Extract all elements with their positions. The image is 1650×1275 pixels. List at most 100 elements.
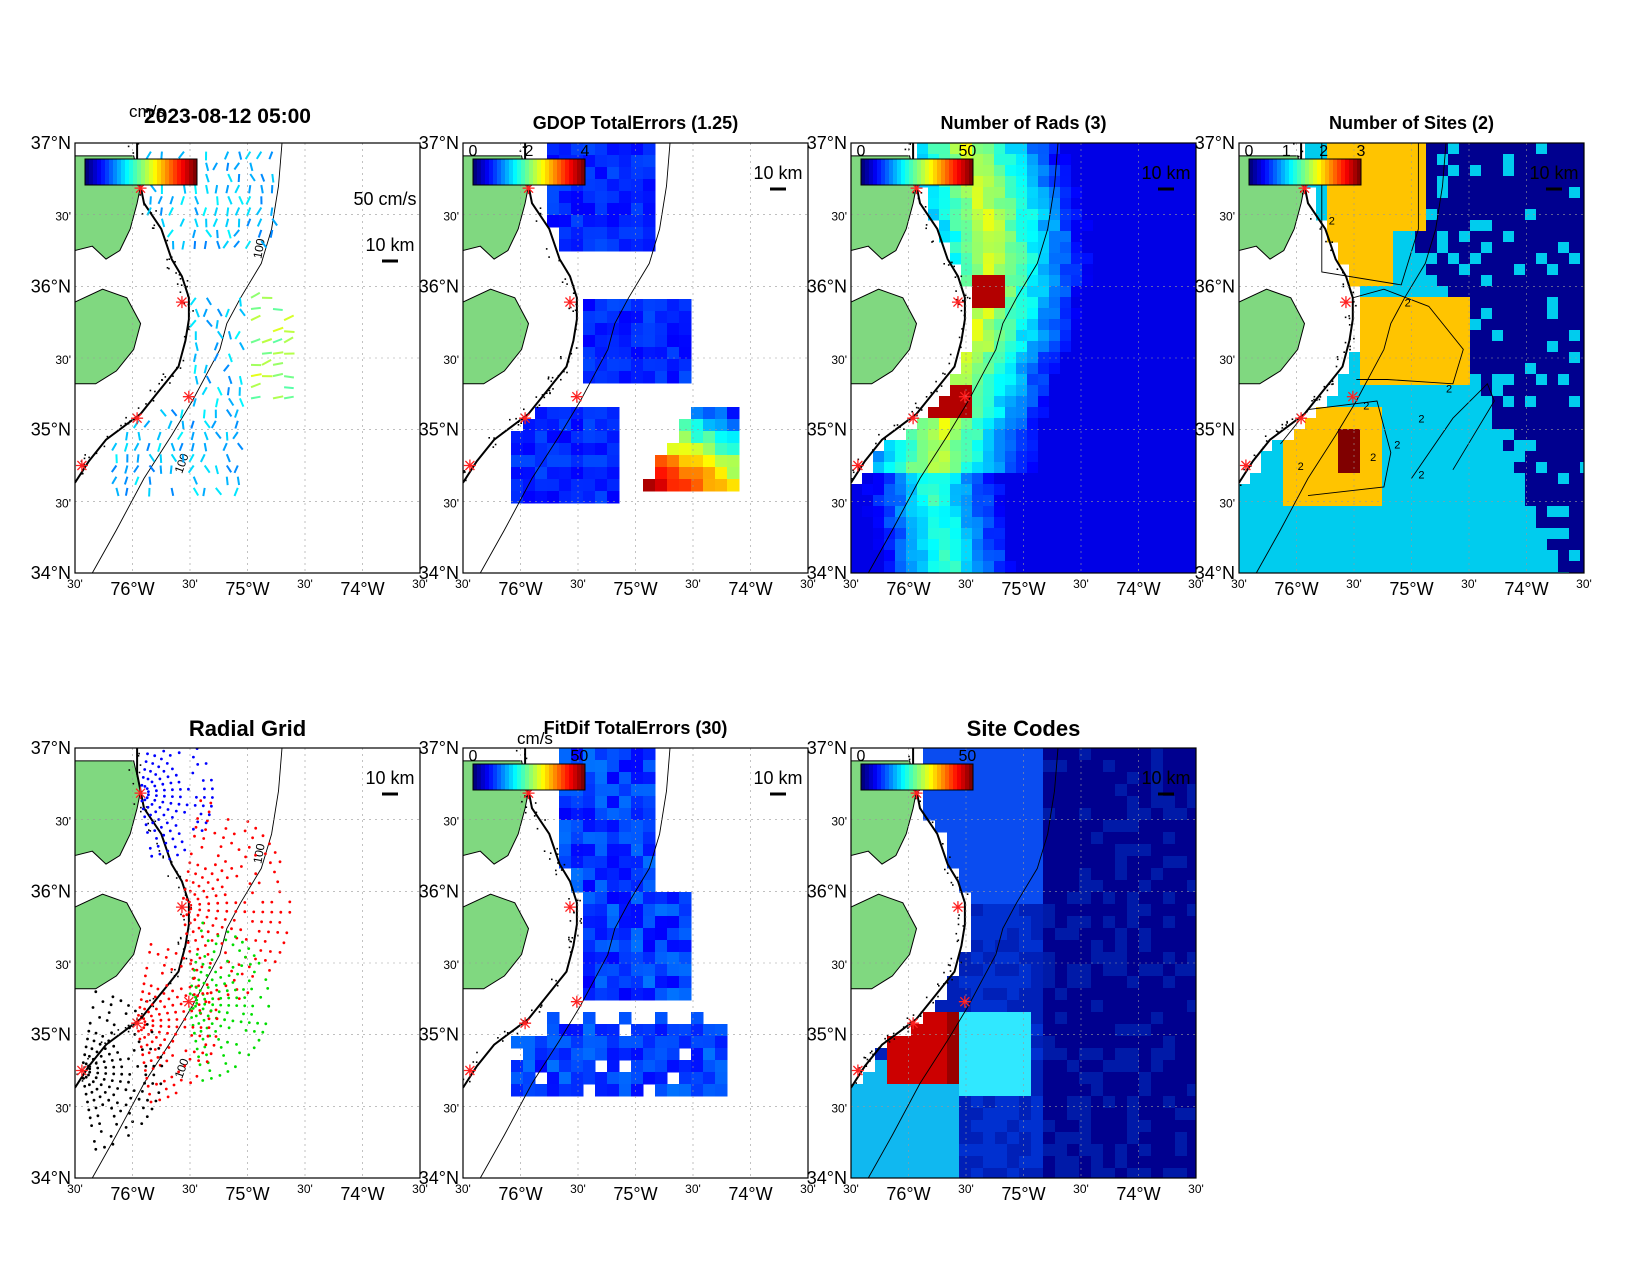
nrads-cell — [1104, 440, 1116, 452]
nsites-cell — [1437, 308, 1449, 320]
nrads-cell — [1115, 198, 1127, 210]
radial-grid-point — [244, 955, 247, 959]
radial-grid-point — [158, 806, 162, 809]
fitdif-cell — [595, 760, 608, 773]
nrads-cell — [994, 385, 1006, 397]
current-vector — [284, 330, 295, 333]
radial-grid-point — [169, 781, 173, 785]
radial-grid-point — [198, 1011, 202, 1015]
nrads-cell — [983, 484, 995, 496]
radial-grid-point — [266, 987, 270, 990]
radial-grid-point — [139, 998, 143, 1001]
sitecode-cell — [995, 868, 1008, 881]
sitecode-cell — [1031, 1120, 1044, 1133]
lon-tick-label: 75°W — [1389, 579, 1433, 599]
nrads-cell — [1104, 418, 1116, 430]
fitdif-cell — [679, 1024, 692, 1037]
sitecode-cell — [1127, 892, 1140, 905]
nsites-cell — [1437, 572, 1449, 573]
nsites-cell — [1459, 286, 1471, 298]
colorbar-swatch — [485, 764, 490, 790]
nrads-cell — [1038, 462, 1050, 474]
nsites-cell — [1360, 319, 1372, 331]
island-dot — [1335, 365, 1338, 368]
radial-grid-point — [151, 821, 155, 825]
current-vector — [260, 240, 268, 249]
nrads-cell — [1060, 209, 1072, 221]
nrads-cell — [1016, 231, 1028, 243]
sitecode-cell — [971, 1036, 984, 1049]
nrads-cell — [1115, 264, 1127, 276]
nsites-cell — [1503, 176, 1515, 188]
radial-grid-point — [269, 920, 273, 924]
sitecode-cell — [1091, 940, 1104, 953]
sitecode-cell — [1103, 1144, 1116, 1157]
sitecode-cell — [911, 1060, 924, 1073]
nrads-cell — [1170, 198, 1182, 210]
gdop-cell — [523, 443, 536, 456]
nsites-cell — [1437, 231, 1449, 243]
sitecode-cell — [875, 1120, 888, 1133]
colorbar-swatch — [497, 764, 502, 790]
radial-grid-point — [226, 1040, 229, 1044]
gdop-cell — [535, 443, 548, 456]
nsites-cell — [1481, 330, 1493, 342]
nsites-cell — [1514, 418, 1526, 430]
nrads-cell — [1170, 451, 1182, 463]
island-dot — [1323, 385, 1326, 388]
nrads-cell — [972, 374, 984, 386]
lon-tick-label: 30' — [455, 577, 471, 591]
radial-grid-point — [132, 1089, 136, 1092]
nsites-cell — [1404, 264, 1416, 276]
current-vector — [178, 150, 185, 159]
nrads-cell — [1104, 451, 1116, 463]
nrads-cell — [1016, 451, 1028, 463]
sitecode-cell — [1115, 1120, 1128, 1133]
radar-site-marker — [182, 390, 195, 403]
nrads-cell — [1126, 198, 1138, 210]
radial-grid-point — [177, 802, 181, 806]
current-vector — [143, 420, 151, 428]
nrads-cell — [1104, 187, 1116, 199]
radial-grid-point — [111, 1142, 115, 1146]
nsites-cell — [1349, 539, 1361, 551]
sitecode-cell — [1103, 928, 1116, 941]
radial-grid-point — [198, 1009, 202, 1012]
lat-tick-label: 30' — [55, 815, 71, 829]
nrads-cell — [1082, 550, 1094, 562]
radial-grid-point — [257, 929, 261, 933]
nrads-cell — [1082, 385, 1094, 397]
nrads-cell — [1137, 561, 1149, 573]
nsites-cell — [1569, 517, 1581, 529]
nrads-cell — [983, 154, 995, 166]
nrads-cell — [1126, 473, 1138, 485]
radial-grid-point — [179, 788, 182, 791]
nsites-cell — [1503, 319, 1515, 331]
fitdif-cell — [679, 976, 692, 989]
fitdif-cell — [571, 844, 584, 857]
nsites-cell — [1349, 473, 1361, 485]
nsites-cell — [1393, 352, 1405, 364]
sitecode-cell — [1031, 1132, 1044, 1145]
nrads-cell — [1115, 187, 1127, 199]
nrads-cell — [1005, 308, 1017, 320]
nsites-cell — [1525, 143, 1537, 155]
island-dot — [1291, 418, 1294, 420]
sitecode-cell — [1055, 1000, 1068, 1013]
nsites-cell — [1547, 275, 1559, 287]
current-vector — [233, 162, 241, 171]
nsites-cell — [1360, 308, 1372, 320]
sitecode-cell — [1043, 928, 1056, 941]
nrads-cell — [983, 165, 995, 177]
nrads-cell — [1049, 539, 1061, 551]
nsites-cell — [1382, 253, 1394, 265]
nsites-cell — [1426, 275, 1438, 287]
nrads-cell — [1082, 231, 1094, 243]
nsites-cell — [1459, 374, 1471, 386]
radar-site-marker — [907, 412, 920, 425]
sitecode-cell — [1055, 1144, 1068, 1157]
radial-grid-point — [210, 958, 214, 961]
nsites-cell — [1536, 396, 1548, 408]
nsites-cell — [1404, 473, 1416, 485]
